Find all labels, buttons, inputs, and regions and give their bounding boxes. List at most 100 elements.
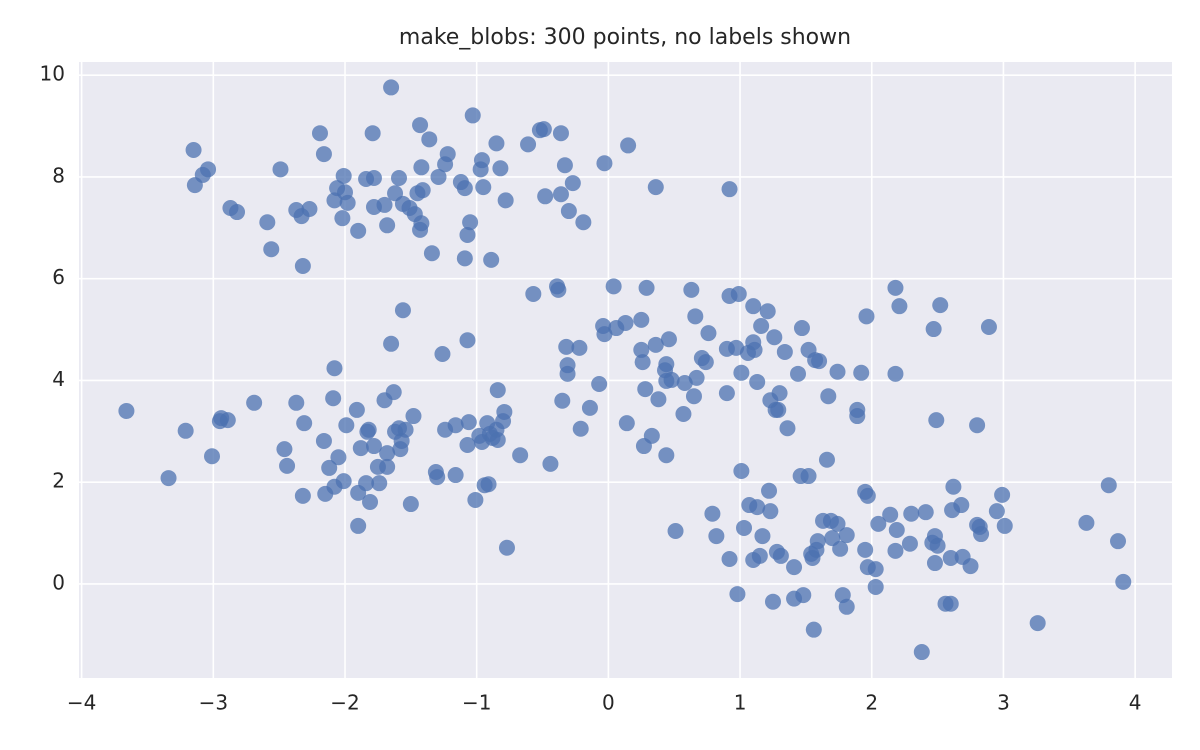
point <box>687 308 704 325</box>
point <box>362 494 379 510</box>
point <box>857 541 874 558</box>
x-tick-label: −1 <box>462 691 491 715</box>
point <box>903 505 920 522</box>
point <box>953 497 970 514</box>
point <box>488 135 505 152</box>
point <box>704 505 721 522</box>
point <box>338 417 355 434</box>
point <box>497 192 514 209</box>
point <box>779 420 796 437</box>
point <box>618 415 635 432</box>
point <box>596 155 613 172</box>
point <box>647 179 664 196</box>
point <box>634 354 651 371</box>
point <box>650 391 667 408</box>
point <box>729 586 746 603</box>
point <box>859 487 876 504</box>
point <box>945 478 962 495</box>
x-tick-label: 2 <box>865 691 878 715</box>
point <box>849 408 866 425</box>
point <box>294 257 311 274</box>
point <box>901 535 918 552</box>
point <box>421 131 438 148</box>
point <box>596 326 613 343</box>
point <box>439 146 456 163</box>
point <box>467 491 484 508</box>
point <box>962 558 979 575</box>
point <box>525 285 542 302</box>
point <box>718 385 735 402</box>
point <box>334 210 351 227</box>
x-tick-label: −3 <box>199 691 228 715</box>
point <box>475 179 492 196</box>
y-tick-label: 6 <box>52 265 65 289</box>
point <box>928 412 945 429</box>
point <box>818 451 835 468</box>
point <box>301 201 318 218</box>
y-tick-label: 4 <box>52 367 65 391</box>
chart-title: make_blobs: 300 points, no labels shown <box>399 25 851 50</box>
point <box>1100 477 1117 494</box>
point <box>749 499 766 516</box>
point <box>456 180 473 197</box>
point <box>473 152 490 169</box>
point <box>658 447 675 464</box>
point <box>1110 533 1127 550</box>
point <box>771 385 788 402</box>
point <box>118 402 135 419</box>
point <box>560 203 577 220</box>
point <box>667 522 684 539</box>
point <box>605 278 622 295</box>
point <box>633 341 650 358</box>
point <box>572 420 589 437</box>
point <box>325 390 342 407</box>
point <box>498 539 515 556</box>
point <box>853 364 870 381</box>
point <box>185 142 202 158</box>
point <box>558 338 575 355</box>
point <box>429 469 446 486</box>
point <box>683 281 700 298</box>
point <box>489 382 506 399</box>
point <box>554 392 571 409</box>
point <box>761 482 778 499</box>
point <box>888 521 905 538</box>
point <box>658 356 675 373</box>
point <box>697 354 714 371</box>
point <box>219 412 236 429</box>
point <box>838 598 855 615</box>
point <box>459 226 476 243</box>
x-tick-label: −2 <box>330 691 359 715</box>
y-tick-label: 2 <box>52 469 65 493</box>
y-tick-label: 8 <box>52 163 65 187</box>
point <box>591 375 608 392</box>
x-tick-label: 1 <box>734 691 747 715</box>
point <box>383 335 400 352</box>
point <box>575 214 592 231</box>
point <box>535 121 552 138</box>
point <box>759 303 776 320</box>
point <box>402 496 419 513</box>
point <box>733 462 750 479</box>
point <box>754 528 771 545</box>
point <box>379 445 396 462</box>
x-tick-label: −4 <box>67 691 96 715</box>
point <box>776 343 793 360</box>
point <box>397 421 414 438</box>
point <box>1029 615 1046 632</box>
point <box>643 427 660 444</box>
point <box>829 515 846 532</box>
point <box>663 371 680 388</box>
point <box>753 318 770 334</box>
point <box>459 437 476 454</box>
point <box>483 251 500 268</box>
point <box>772 547 789 564</box>
point <box>858 308 875 325</box>
point <box>867 561 884 578</box>
point <box>564 175 581 192</box>
point <box>414 182 431 199</box>
point <box>394 302 411 319</box>
point <box>480 476 497 493</box>
point <box>296 415 313 432</box>
point <box>745 298 762 315</box>
